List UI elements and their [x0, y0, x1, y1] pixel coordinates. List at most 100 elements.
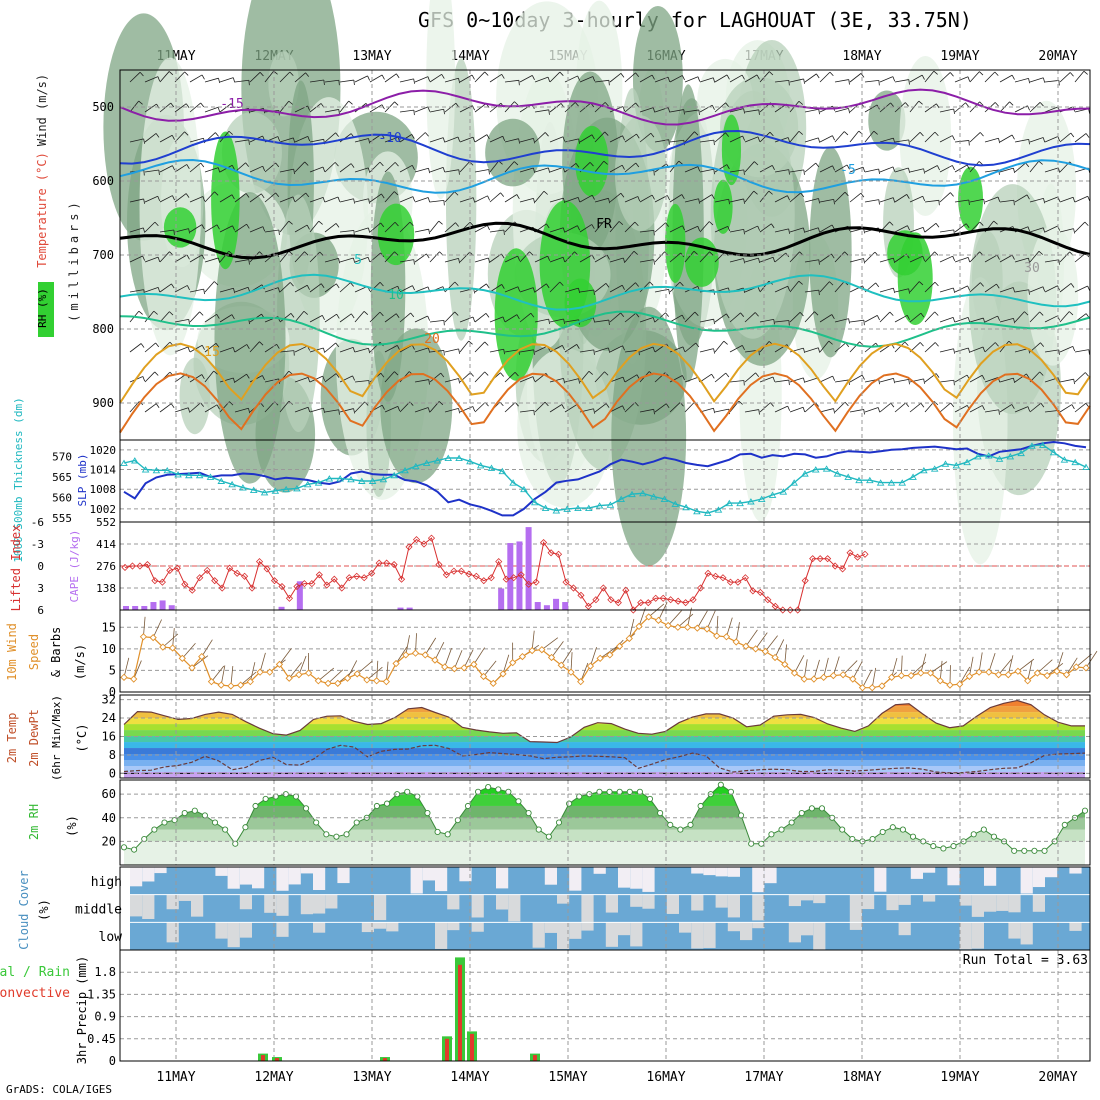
wind-barb-flag	[367, 257, 371, 263]
wind-barb-staff	[504, 349, 519, 353]
wind-barb-staff	[549, 344, 563, 353]
wind-barb-flag	[1027, 105, 1030, 111]
rh-marker	[596, 788, 603, 795]
wind-barb-staff	[174, 193, 187, 203]
rh-band	[124, 805, 1085, 818]
surface-wind-barb	[249, 662, 256, 682]
wind-barb	[699, 251, 714, 263]
lifted-index-marker	[345, 574, 353, 582]
wind-barb-staff	[369, 311, 381, 323]
wind-barb-flag	[454, 311, 459, 316]
dewpoint-line	[123, 744, 1086, 774]
wind-barb-flag	[758, 109, 760, 115]
surface-wind-barb	[318, 667, 335, 682]
wind-barb-staff	[789, 280, 800, 293]
cloud-cover-gap	[569, 867, 582, 891]
rh-marker	[869, 835, 876, 843]
thickness-marker	[195, 471, 204, 479]
wind-barb	[444, 311, 459, 323]
cloud-cover-gap	[276, 922, 289, 937]
wind-barb-staff	[699, 104, 713, 113]
surface-wind-barb	[794, 655, 805, 674]
wind-speed-marker	[188, 664, 196, 672]
cloud-cover-gap	[166, 922, 179, 943]
wind-barb-staff	[954, 199, 969, 203]
li-tick-label: 3	[37, 582, 44, 595]
wind-speed-marker	[256, 668, 264, 676]
lifted-index-marker	[143, 560, 151, 569]
lifted-index-marker	[487, 574, 495, 582]
wind-barb-flag	[353, 257, 356, 263]
wind-barb	[384, 313, 400, 323]
wind-barb-flag	[860, 192, 865, 198]
surface-wind-barb	[424, 637, 437, 656]
thickness-tick-label: 555	[52, 512, 72, 525]
cloud-cover-gap	[703, 922, 716, 948]
wind-barb	[534, 283, 550, 293]
wind-barb-staff	[639, 259, 654, 263]
wind-barb	[639, 259, 655, 265]
temperature-band	[124, 766, 1085, 773]
wind-barb	[729, 169, 745, 175]
wind-barb-flag	[514, 372, 519, 377]
wind-barb-flag	[603, 220, 608, 225]
wind-barb	[309, 314, 325, 323]
precip-tick-label: 1.35	[87, 987, 116, 1001]
wind-barb-staff	[714, 74, 728, 83]
wind-barb	[894, 79, 910, 85]
wind-speed-marker	[703, 625, 711, 633]
wind-barb-staff	[894, 167, 909, 173]
wind-barb-staff	[354, 138, 369, 143]
rh-shading-saturated	[377, 203, 415, 266]
wind-barb-flag	[726, 164, 730, 170]
lifted-index-marker	[158, 578, 166, 586]
wind-barb-staff	[189, 224, 203, 233]
wind-barb-staff	[534, 190, 545, 203]
wind-barb-staff	[999, 254, 1013, 263]
wind-barb	[954, 140, 970, 146]
wind-barb-flag	[682, 225, 685, 231]
wind-barb-staff	[804, 198, 819, 203]
wind-barb	[789, 130, 803, 143]
wind-barb-flag	[967, 317, 971, 323]
pressure-tick-label: 700	[92, 248, 114, 262]
wind-barb	[354, 347, 371, 354]
wind-barb	[864, 407, 881, 413]
wind-barb-flag	[713, 169, 715, 175]
lifted-index-marker	[308, 580, 316, 588]
wind-barb-staff	[369, 104, 383, 113]
thickness-marker	[476, 462, 485, 469]
wind-barb-flag	[829, 281, 834, 286]
wind-speed-marker	[907, 671, 915, 680]
wind-barb-flag	[933, 401, 939, 406]
wind-barb-staff	[579, 102, 591, 113]
wind-barb-staff	[504, 138, 519, 143]
lifted-index-marker	[853, 553, 862, 561]
wind-barb-staff	[819, 281, 830, 293]
lifted-index-marker	[196, 574, 204, 582]
wind-barb-flag	[187, 285, 190, 291]
wind-barb	[1074, 70, 1088, 83]
wind-barb-staff	[129, 343, 142, 353]
wind-barb	[339, 257, 356, 263]
wind-barb-staff	[1059, 228, 1074, 233]
cloud-cover-gap	[435, 922, 448, 949]
wind-barb	[474, 313, 490, 323]
cloud-cover-gap	[630, 867, 643, 889]
wind-barb-staff	[984, 196, 999, 203]
wind-barb-flag	[485, 313, 490, 318]
wind-barb-staff	[384, 221, 396, 233]
wind-barb-flag	[982, 346, 986, 352]
lifted-index-marker	[674, 597, 682, 605]
rh-marker	[646, 795, 654, 802]
wind-barb-staff	[459, 251, 471, 263]
wind-barb	[489, 192, 505, 203]
wind-barb-flag	[545, 283, 550, 289]
wind-barb-flag	[216, 314, 220, 319]
cloud-cover-gap	[691, 894, 704, 911]
wind-barb-staff	[159, 71, 170, 83]
wind-barb-staff	[639, 281, 650, 293]
wind-barb	[1074, 133, 1090, 143]
cloud-cover-gap	[581, 922, 594, 931]
wind-barb-flag	[1069, 72, 1074, 77]
